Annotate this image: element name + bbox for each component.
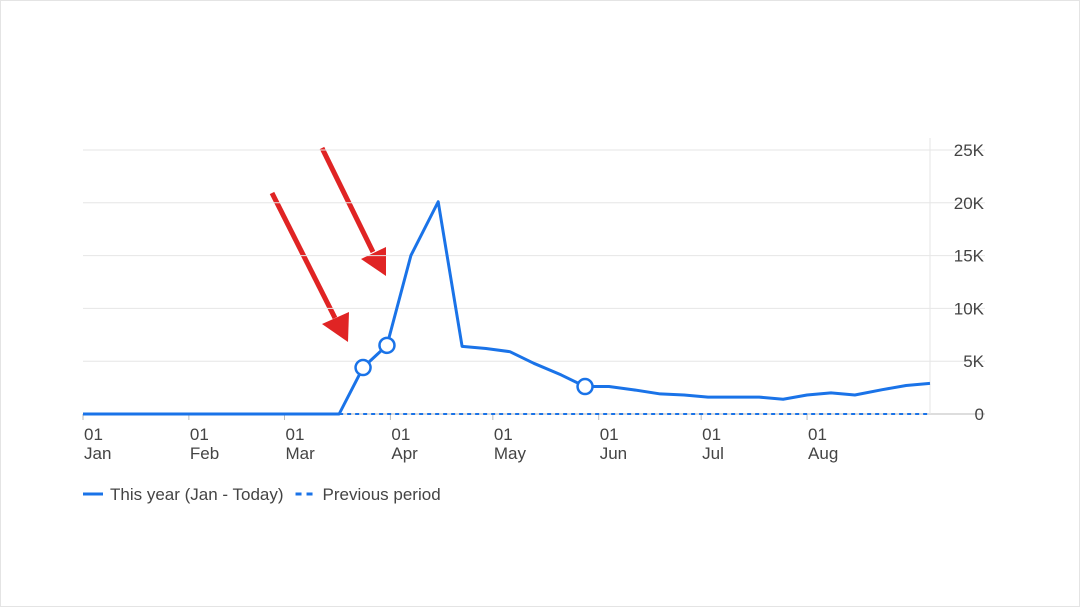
highlight-point: [354, 358, 372, 377]
x-tick-label: 01 Jun: [600, 425, 627, 463]
y-tick-label: 20K: [954, 194, 985, 213]
y-tick-label: 15K: [954, 247, 985, 266]
x-tick-label: 01 Jul: [702, 425, 724, 463]
legend-label: Previous period: [323, 485, 441, 504]
x-tick-label: 01 Mar: [286, 425, 316, 463]
legend-label: This year (Jan - Today): [110, 485, 284, 504]
legend-item: Previous period: [295, 485, 441, 504]
x-tick-label: 01 Jan: [84, 425, 111, 463]
y-tick-label: 25K: [954, 141, 985, 160]
x-tick-label: 01 Apr: [391, 425, 418, 463]
y-tick-label: 10K: [954, 299, 985, 318]
highlight-point: [378, 336, 396, 355]
y-tick-label: 5K: [963, 352, 984, 371]
y-tick-label: 0: [975, 405, 984, 424]
x-tick-label: 01 Aug: [808, 425, 838, 463]
x-tick-label: 01 May: [494, 425, 527, 463]
x-tick-label: 01 Feb: [190, 425, 219, 463]
series-line: [83, 200, 931, 416]
highlight-point: [576, 377, 594, 396]
legend-item: This year (Jan - Today): [83, 485, 284, 504]
